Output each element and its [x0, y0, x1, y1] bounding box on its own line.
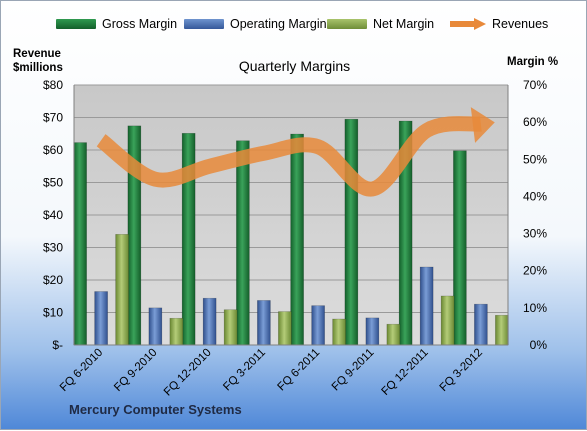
- net-margin-bar: [440, 295, 455, 346]
- legend-net-margin-label: Net Margin: [373, 17, 435, 31]
- left-tick-label: $50: [43, 176, 63, 190]
- operating-margin-bar: [148, 307, 163, 346]
- left-tick-label: $40: [43, 208, 63, 222]
- operating-margin-bar: [419, 266, 434, 346]
- right-tick-label: 50%: [523, 152, 547, 166]
- net-margin-bar: [386, 323, 401, 346]
- gross-margin-bar: [236, 140, 250, 346]
- left-tick-label: $70: [43, 111, 63, 125]
- category-label: FQ 6-2010: [58, 347, 105, 394]
- left-tick-label: $-: [52, 338, 63, 352]
- left-axis-title-line2: $millions: [13, 62, 63, 74]
- operating-margin-bar: [257, 300, 271, 346]
- net-margin-bar: [223, 309, 238, 346]
- legend-net-margin: Net Margin: [327, 17, 434, 31]
- legend-revenues: Revenues: [448, 17, 548, 31]
- left-tick-label: $10: [43, 306, 63, 320]
- legend-revenues-arrow: [450, 18, 486, 30]
- gross-margin-bar: [73, 142, 87, 346]
- net-margin-bar: [169, 317, 184, 346]
- net-margin-bar: [115, 234, 129, 346]
- operating-margin-bar: [365, 317, 380, 346]
- legend-operating-margin: Operating Margin: [184, 17, 327, 31]
- left-tick-label: $30: [43, 241, 63, 255]
- legend-revenues-label: Revenues: [492, 17, 549, 31]
- operating-margin-bar: [94, 291, 108, 346]
- left-axis-title-line1: Revenue: [13, 48, 61, 60]
- right-axis-title: Margin %: [507, 56, 559, 68]
- right-tick-label: 40%: [523, 189, 547, 203]
- legend-gross-margin: Gross Margin: [56, 17, 177, 31]
- net-margin-bar: [332, 318, 346, 346]
- chart-title: Quarterly Margins: [238, 58, 351, 74]
- revenues-arrowhead: [470, 107, 495, 143]
- right-tick-label: 20%: [523, 264, 547, 278]
- revenues-line: [96, 116, 482, 197]
- operating-margin-bar: [311, 305, 325, 346]
- category-label: FQ 12-2010: [162, 347, 214, 399]
- legend-operating-margin-swatch: [184, 19, 224, 29]
- category-label: FQ 6-2011: [275, 347, 322, 394]
- right-tick-label: 70%: [523, 78, 547, 92]
- legend-net-margin-swatch: [327, 19, 367, 29]
- left-tick-label: $60: [43, 143, 63, 157]
- operating-margin-bar: [474, 303, 488, 346]
- category-label: FQ 3-2012: [438, 347, 485, 394]
- left-tick-label: $80: [43, 78, 63, 92]
- right-tick-label: 60%: [523, 115, 547, 129]
- right-tick-label: 0%: [530, 338, 548, 352]
- net-margin-bar: [495, 314, 509, 346]
- operating-margin-bar: [202, 297, 217, 346]
- gross-margin-bar: [344, 118, 359, 346]
- company-name: Mercury Computer Systems: [69, 402, 242, 417]
- right-tick-label: 30%: [523, 227, 547, 241]
- category-label: FQ 3-2011: [221, 347, 268, 394]
- gross-margin-bar: [290, 133, 304, 346]
- category-label: FQ 9-2010: [112, 347, 159, 394]
- legend-operating-margin-label: Operating Margin: [230, 17, 327, 31]
- category-label: FQ 9-2011: [330, 347, 377, 394]
- category-label: FQ 12-2011: [379, 347, 430, 398]
- left-tick-label: $20: [43, 273, 63, 287]
- legend-gross-margin-swatch: [56, 19, 96, 29]
- left-axis-title: Revenue $millions: [13, 47, 63, 75]
- net-margin-bar: [278, 311, 292, 346]
- right-tick-label: 10%: [523, 301, 547, 315]
- gross-margin-bar: [453, 150, 467, 346]
- legend-gross-margin-label: Gross Margin: [102, 17, 178, 31]
